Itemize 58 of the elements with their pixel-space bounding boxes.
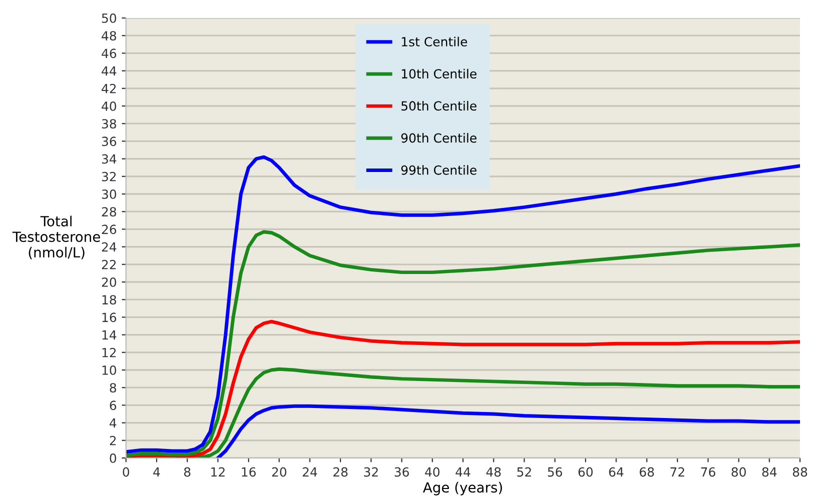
x-tick-label: 44 — [456, 467, 470, 477]
y-tick-label: 36 — [102, 136, 116, 146]
y-tick-label: 50 — [102, 13, 116, 23]
legend-label: 99th Centile — [401, 165, 476, 175]
y-tick-label: 38 — [102, 119, 116, 129]
y-tick-label: 46 — [102, 48, 116, 58]
y-tick-label: 24 — [102, 242, 116, 252]
x-tick-label: 76 — [701, 467, 716, 477]
y-tick-label: 8 — [110, 383, 116, 393]
y-tick-label: 18 — [102, 295, 116, 305]
x-tick-label: 72 — [670, 467, 684, 477]
x-tick-label: 52 — [517, 467, 531, 477]
y-tick-label: 34 — [102, 154, 116, 164]
y-tick-label: 30 — [102, 189, 116, 199]
x-tick-label: 80 — [732, 467, 746, 477]
x-tick-label: 68 — [640, 467, 654, 477]
line-series — [216, 404, 800, 458]
y-tick-label: 0 — [110, 453, 116, 463]
y-tick-label: 32 — [102, 172, 116, 182]
y-tick-label: 42 — [102, 84, 116, 94]
y-tick-label: 40 — [102, 101, 116, 111]
y-tick-label: 4 — [110, 418, 116, 428]
y-tick-label: 12 — [102, 348, 116, 358]
x-tick-label: 48 — [486, 467, 501, 477]
x-tick-label: 28 — [333, 467, 348, 477]
x-tick-label: 88 — [792, 467, 808, 477]
y-tick-label: 22 — [102, 260, 116, 270]
x-tick-label: 84 — [762, 467, 777, 477]
x-tick-label: 12 — [211, 467, 225, 477]
line-series — [126, 155, 800, 454]
legend-label: 50th Centile — [401, 100, 476, 111]
x-tick-label: 20 — [272, 467, 286, 477]
y-tick-label: 16 — [102, 312, 116, 322]
x-tick-label: 64 — [609, 467, 624, 477]
y-tick-label: 14 — [102, 330, 116, 340]
x-tick-label: 36 — [394, 467, 409, 477]
legend-label: 90th Centile — [401, 133, 476, 143]
x-tick-label: 4 — [153, 467, 160, 477]
x-tick-label: 16 — [242, 467, 256, 477]
y-tick-label: 48 — [102, 31, 116, 41]
x-axis-title: Age (years) — [422, 482, 502, 496]
y-tick-label: 20 — [102, 277, 116, 287]
y-tick-label: 2 — [110, 436, 116, 446]
x-tick-label: 0 — [122, 467, 130, 477]
x-tick-label: 40 — [425, 467, 440, 477]
x-tick-label: 56 — [548, 467, 562, 477]
y-tick-label: 26 — [102, 224, 116, 234]
x-tick-label: 24 — [302, 467, 318, 477]
y-tick-label: 44 — [102, 66, 116, 76]
x-tick-label: 8 — [184, 467, 190, 477]
y-axis-title: Total Testosterone (nmol/L) — [12, 216, 100, 260]
y-tick-label: 28 — [102, 207, 116, 217]
y-tick-label: 10 — [102, 365, 116, 375]
x-tick-label: 60 — [578, 467, 593, 477]
y-tick-label: 6 — [110, 400, 116, 410]
legend-label: 10th Centile — [402, 68, 476, 79]
x-tick-label: 32 — [364, 467, 378, 477]
legend-label: 1st Centile — [402, 36, 468, 46]
